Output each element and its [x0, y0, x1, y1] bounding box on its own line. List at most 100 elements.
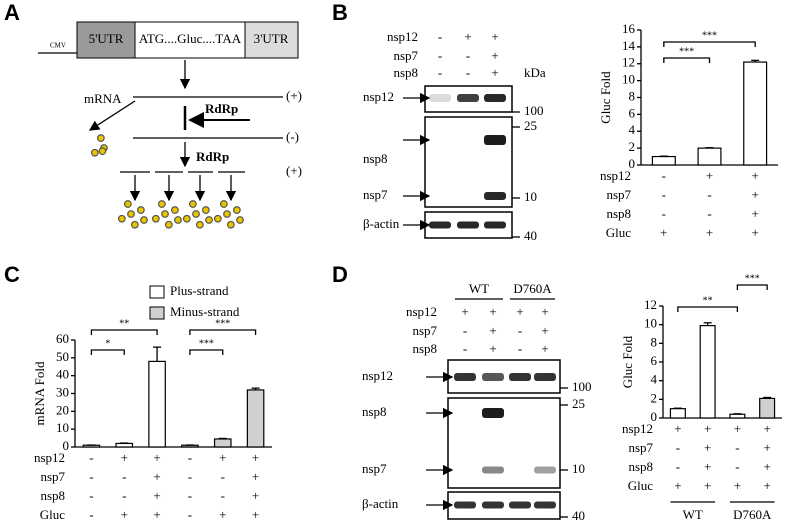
sign: + — [252, 488, 259, 503]
sign: + — [704, 478, 711, 493]
band — [484, 221, 506, 229]
y-tick-label: 30 — [56, 384, 69, 399]
condition-label: nsp12 — [600, 168, 631, 183]
orf-box — [134, 21, 246, 59]
sign: + — [541, 304, 548, 319]
particle — [182, 214, 191, 223]
strand-label: (-) — [286, 129, 299, 144]
significance-bracket — [677, 306, 739, 312]
sign: + — [489, 323, 496, 338]
strand-label: (+) — [286, 88, 302, 103]
sign: + — [763, 440, 770, 455]
legend-label: Plus-strand — [170, 283, 229, 298]
sign: + — [491, 65, 498, 80]
marker-label: 10 — [572, 461, 585, 476]
y-tick-label: 2 — [629, 139, 636, 154]
particle — [140, 216, 148, 224]
condition-label: Gluc — [40, 507, 66, 522]
bar — [699, 325, 716, 419]
sign: - — [89, 488, 93, 503]
sign: - — [518, 323, 522, 338]
y-tick-label: 60 — [56, 331, 69, 346]
row-label: nsp7 — [393, 48, 418, 63]
significance-bracket — [736, 284, 768, 290]
sign: + — [516, 304, 523, 319]
sign: - — [466, 48, 470, 63]
condition-label: nsp12 — [34, 450, 65, 465]
sign: - — [707, 206, 711, 221]
sign: + — [541, 341, 548, 356]
bar — [651, 155, 676, 166]
sign: + — [704, 440, 711, 455]
sign: + — [153, 507, 160, 522]
bar — [669, 408, 686, 419]
bar — [246, 389, 265, 448]
y-tick-label: 40 — [56, 367, 69, 382]
particle — [213, 214, 222, 223]
band — [534, 373, 556, 381]
marker-label: 100 — [524, 103, 544, 118]
particle — [127, 210, 135, 218]
y-tick-label: 0 — [651, 409, 658, 424]
sign: + — [763, 478, 770, 493]
particle — [157, 200, 166, 208]
sign: + — [734, 421, 741, 436]
sign: + — [461, 304, 468, 319]
utr3-box — [244, 21, 299, 59]
band-label: nsp8 — [362, 404, 387, 419]
sign: + — [704, 459, 711, 474]
significance-bracket — [189, 349, 224, 355]
row-label: nsp8 — [412, 341, 437, 356]
marker-label: 40 — [524, 228, 537, 243]
y-tick-label: 10 — [56, 420, 69, 435]
band — [457, 94, 479, 102]
y-tick-label: 16 — [622, 21, 636, 36]
y-tick-label: 8 — [651, 334, 658, 349]
sign: - — [735, 459, 739, 474]
y-axis-label: Gluc Fold — [598, 71, 613, 124]
particle — [96, 134, 105, 142]
band — [484, 94, 506, 102]
y-tick-label: 8 — [629, 88, 636, 103]
sign: - — [662, 187, 666, 202]
sign: - — [466, 65, 470, 80]
sign: - — [463, 341, 467, 356]
condition-label: nsp8 — [606, 206, 631, 221]
rdrp-label: RdRp — [196, 149, 229, 164]
sign: - — [735, 440, 739, 455]
sign: - — [438, 29, 442, 44]
bar — [115, 442, 134, 448]
sign: + — [153, 450, 160, 465]
band-label: β-actin — [362, 496, 399, 511]
band — [482, 501, 504, 509]
sign: - — [707, 187, 711, 202]
band — [509, 373, 531, 381]
bar — [213, 438, 232, 448]
band — [482, 466, 504, 474]
group-label: WT — [469, 281, 489, 296]
row-label: nsp12 — [406, 304, 437, 319]
significance-label: ** — [703, 295, 713, 306]
sign: + — [706, 225, 713, 240]
row-label: nsp7 — [412, 323, 437, 338]
mrna-label: mRNA — [84, 91, 122, 106]
sign: + — [751, 206, 758, 221]
sign: + — [219, 507, 226, 522]
sign: + — [704, 421, 711, 436]
particle — [219, 200, 228, 208]
band-label: nsp12 — [363, 89, 394, 104]
bar — [729, 413, 746, 419]
sign: - — [221, 488, 225, 503]
arrow — [88, 100, 136, 131]
band — [484, 135, 506, 145]
particle — [117, 214, 126, 223]
sign: + — [706, 168, 713, 183]
marker-label: 40 — [572, 508, 585, 523]
y-tick-label: 10 — [622, 72, 635, 87]
sign: + — [153, 488, 160, 503]
band — [482, 408, 504, 418]
sign: + — [674, 478, 681, 493]
marker-label: 100 — [572, 379, 592, 394]
sign: + — [491, 29, 498, 44]
utr5-label: 5'UTR — [89, 31, 124, 46]
